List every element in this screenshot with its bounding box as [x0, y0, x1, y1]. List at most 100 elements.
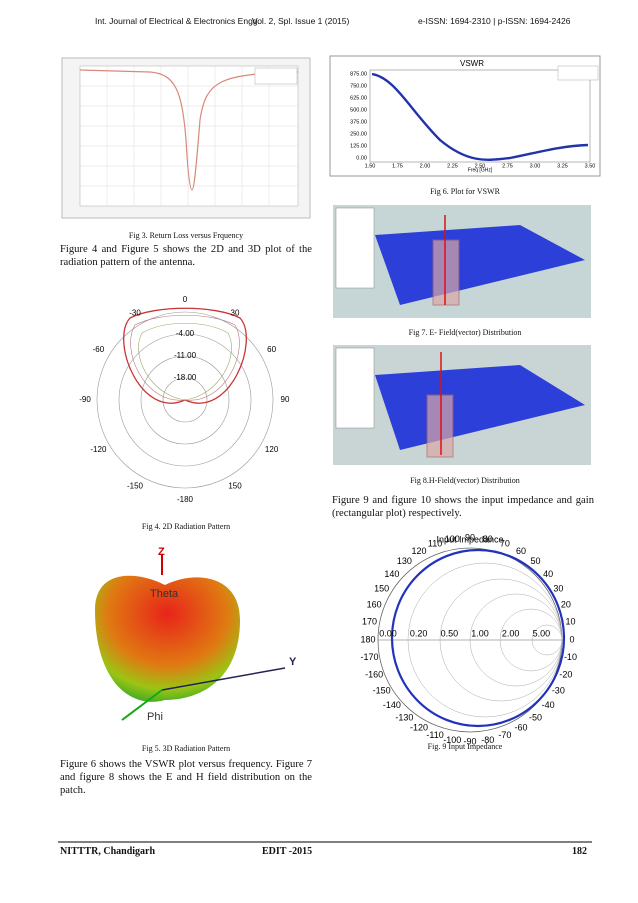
axis-label: Theta: [150, 588, 179, 600]
smith-angle-label: 70: [500, 539, 510, 549]
polar-angle-label: -150: [127, 482, 144, 491]
paragraph: Figure 9 and figure 10 shows the input i…: [332, 495, 594, 519]
smith-angle-label: 60: [516, 546, 526, 556]
smith-angle-label: 110: [428, 539, 442, 549]
polar-angle-label: -120: [90, 445, 107, 454]
x-tick-label: 2.50: [475, 163, 486, 169]
polar-angle-label: 60: [267, 345, 276, 354]
smith-angle-label: 140: [384, 569, 399, 579]
smith-angle-label: -60: [514, 723, 527, 733]
smith-angle-label: 150: [374, 583, 389, 593]
smith-angle-label: -40: [542, 700, 555, 710]
fig6: [329, 55, 601, 177]
smith-angle-label: 160: [367, 599, 382, 609]
polar-angle-label: 120: [265, 445, 279, 454]
axis-label: Y: [289, 656, 297, 668]
smith-angle-label: 30: [553, 583, 563, 593]
polar-angle-label: 0: [183, 295, 188, 304]
x-tick-label: 1.75: [392, 163, 403, 169]
polar-ring-label: -4.00: [176, 329, 195, 338]
smith-angle-label: 180: [360, 634, 375, 644]
polar-angle-label: -30: [129, 309, 141, 318]
caption: Fig 6. Plot for VSWR: [430, 187, 500, 196]
smith-real-label: 0.20: [410, 628, 428, 638]
plot-title: Input Impedance: [436, 534, 503, 544]
y-tick-label: 750.00: [350, 83, 367, 89]
caption: Fig 7. E- Field(vector) Distribution: [408, 328, 522, 337]
smith-angle-label: -80: [481, 735, 494, 745]
smith-angle-label: -20: [559, 669, 572, 679]
fig7: [333, 205, 591, 318]
smith-angle-label: -70: [498, 730, 511, 740]
y-tick-label: 875.00: [350, 71, 367, 77]
fig3: [61, 57, 311, 219]
smith-angle-label: -50: [529, 713, 542, 723]
footer-center: EDIT -2015: [262, 846, 313, 857]
smith-angle-label: -170: [361, 652, 379, 662]
polar-ring-label: -11.00: [174, 351, 197, 360]
caption: Fig 8.H-Field(vector) Distribution: [410, 476, 520, 485]
paragraph: Figure 6 shows the VSWR plot versus freq…: [60, 759, 312, 796]
smith-angle-label: -10: [564, 652, 577, 662]
footer-left: NITTTR, Chandigarh: [60, 846, 156, 857]
smith-angle-label: 0: [569, 634, 574, 644]
journal: Int. Journal of Electrical & Electronics…: [95, 16, 260, 26]
smith-angle-label: 50: [531, 556, 541, 566]
fig9: [377, 547, 566, 733]
y-tick-label: 375.00: [350, 119, 367, 125]
volume: Vol. 2, Spl. Issue 1 (2015): [252, 16, 350, 26]
smith-angle-label: -130: [395, 713, 413, 723]
axis-label: Phi: [147, 711, 163, 723]
smith-angle-label: 90: [465, 532, 475, 542]
smith-angle-label: 20: [561, 599, 571, 609]
polar-angle-label: 90: [281, 395, 290, 404]
polar-angle-label: -60: [93, 345, 105, 354]
axis-label: Z: [158, 546, 165, 558]
smith-angle-label: 40: [543, 569, 553, 579]
caption: Fig 4. 2D Radiation Pattern: [141, 522, 231, 531]
smith-angle-label: -140: [383, 700, 401, 710]
polar-ring-label: -18.00: [174, 373, 197, 382]
smith-angle-label: -100: [443, 735, 461, 745]
smith-angle-label: 10: [565, 617, 575, 627]
y-tick-label: 500.00: [350, 107, 367, 113]
y-tick-label: 0.00: [356, 155, 367, 161]
paragraph: Figure 4 and Figure 5 shows the 2D and 3…: [60, 244, 312, 268]
caption: Fig 3. Return Loss versus Frquency: [128, 231, 244, 240]
polar-angle-label: 30: [231, 309, 240, 318]
x-tick-label: 1.50: [365, 163, 376, 169]
x-tick-label: 2.00: [420, 163, 431, 169]
x-tick-label: 3.50: [585, 163, 596, 169]
polar-angle-label: -90: [79, 395, 91, 404]
smith-angle-label: -150: [373, 685, 391, 695]
caption: Fig 5. 3D Radiation Pattern: [141, 744, 231, 753]
smith-real-label: 5.00: [533, 628, 551, 638]
smith-real-label: 1.00: [471, 628, 489, 638]
x-axis-label: Freq [GHz]: [468, 167, 493, 173]
plot-title: VSWR: [460, 59, 484, 68]
y-tick-label: 250.00: [350, 131, 367, 137]
smith-angle-label: -110: [426, 730, 443, 740]
smith-angle-label: -30: [552, 685, 565, 695]
smith-angle-label: 120: [411, 546, 426, 556]
fig8: [333, 345, 591, 465]
x-tick-label: 3.00: [530, 163, 541, 169]
x-tick-label: 2.25: [447, 163, 458, 169]
issn: e-ISSN: 1694-2310 | p-ISSN: 1694-2426: [418, 16, 571, 26]
page-number: 182: [572, 846, 587, 857]
smith-real-label: 0.50: [441, 628, 459, 638]
caption: Fig. 9 Input Impedance: [427, 742, 503, 751]
polar-angle-label: 150: [228, 482, 242, 491]
smith-angle-label: 100: [445, 534, 460, 544]
x-tick-label: 3.25: [557, 163, 568, 169]
smith-angle-label: -160: [365, 669, 383, 679]
y-tick-label: 125.00: [350, 143, 367, 149]
smith-real-label: 2.00: [502, 628, 520, 638]
x-tick-label: 2.75: [502, 163, 513, 169]
smith-angle-label: -120: [410, 723, 428, 733]
smith-angle-label: 170: [362, 617, 377, 627]
fig5: [95, 555, 286, 721]
polar-angle-label: -180: [177, 495, 194, 504]
